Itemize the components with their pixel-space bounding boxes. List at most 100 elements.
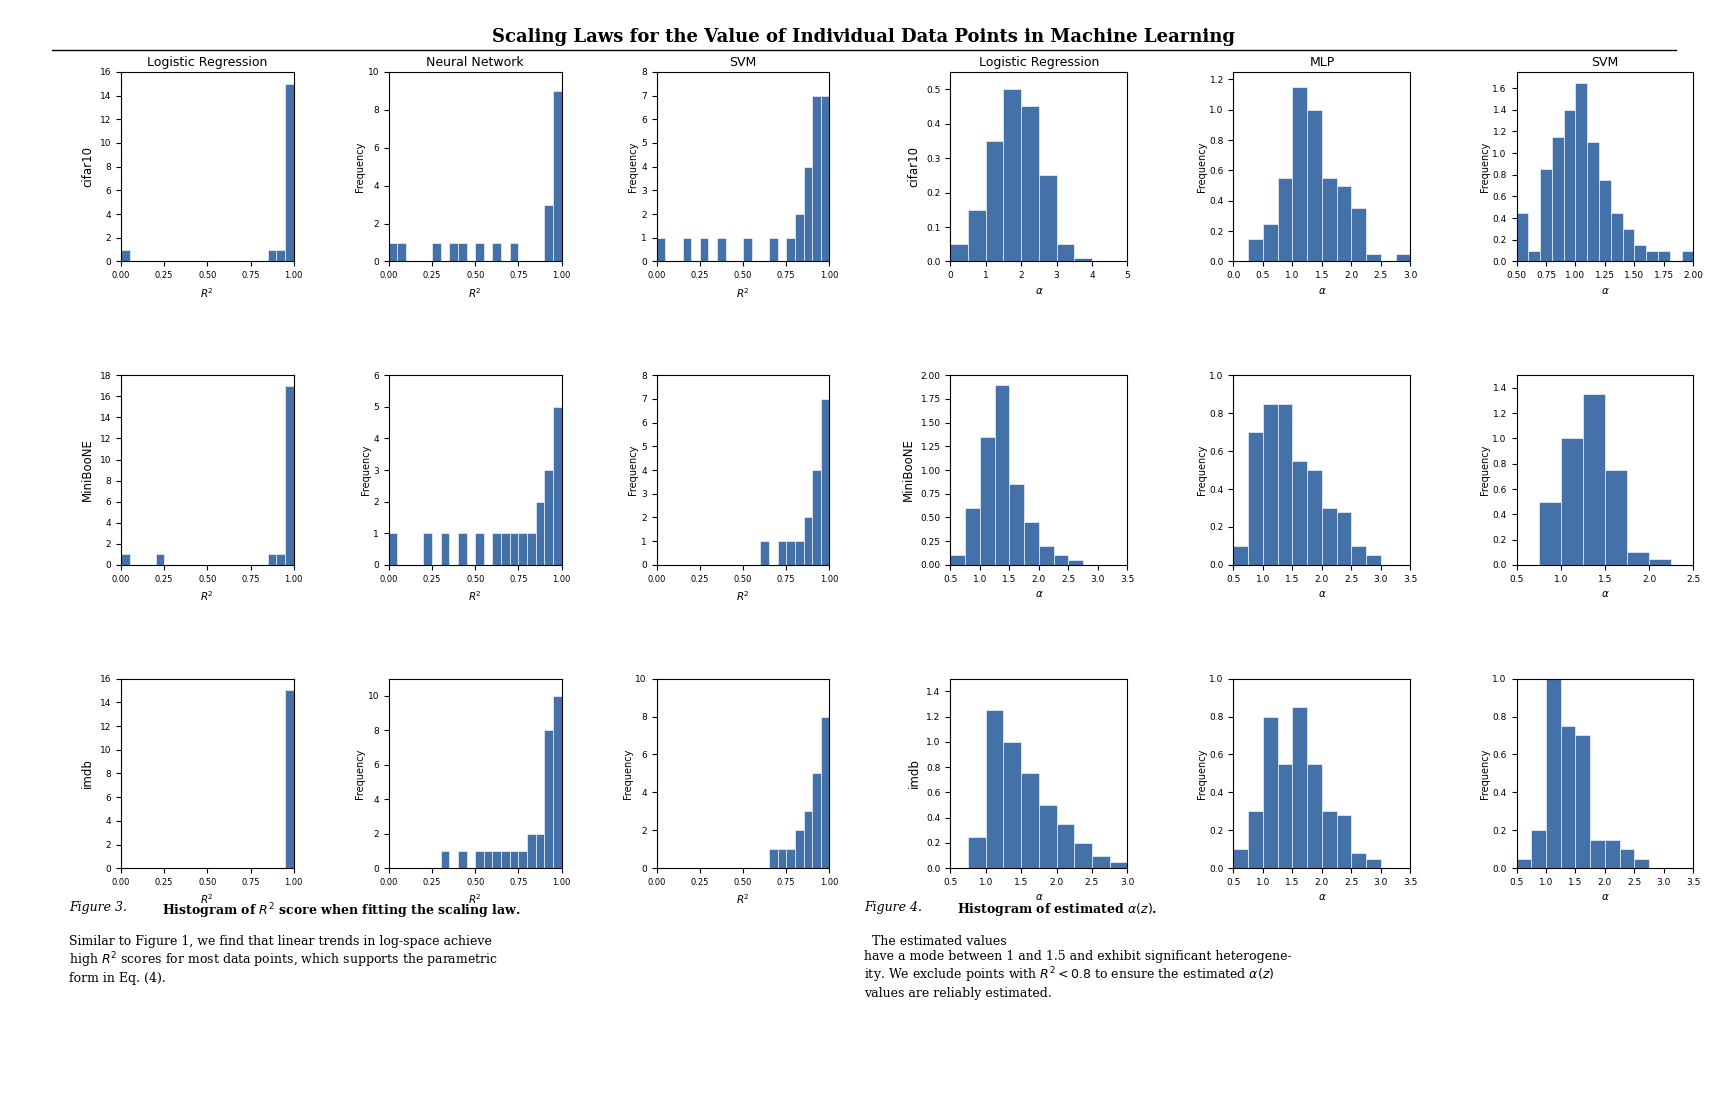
Bar	[950, 244, 968, 261]
Title: Neural Network: Neural Network	[427, 56, 524, 70]
Y-axis label: imdb: imdb	[907, 759, 921, 789]
Bar	[1367, 555, 1381, 565]
Y-axis label: cifar10: cifar10	[907, 146, 921, 187]
Bar	[795, 541, 804, 565]
X-axis label: $R^2$: $R^2$	[468, 285, 482, 300]
Bar	[475, 242, 484, 261]
Bar	[1004, 742, 1021, 868]
Bar	[1234, 849, 1248, 868]
Bar	[778, 541, 786, 565]
Bar	[484, 851, 492, 868]
Bar	[1547, 679, 1560, 868]
X-axis label: $\alpha$: $\alpha$	[1317, 893, 1327, 902]
X-axis label: $\alpha$: $\alpha$	[1035, 589, 1044, 599]
Bar	[527, 533, 536, 565]
Bar	[441, 533, 449, 565]
Bar	[1025, 522, 1039, 565]
Bar	[804, 518, 812, 565]
Bar	[968, 836, 985, 868]
Bar	[786, 541, 795, 565]
Y-axis label: MiniBooNE: MiniBooNE	[902, 439, 916, 501]
Bar	[1263, 404, 1277, 565]
Bar	[804, 167, 812, 261]
Bar	[1528, 251, 1540, 261]
Bar	[995, 385, 1009, 565]
Bar	[285, 84, 294, 261]
Bar	[1610, 212, 1623, 261]
Bar	[397, 242, 406, 261]
Bar	[1068, 560, 1083, 565]
Bar	[1337, 186, 1351, 261]
Bar	[536, 834, 544, 868]
Bar	[1039, 805, 1056, 868]
Bar	[510, 851, 518, 868]
Bar	[1109, 862, 1127, 868]
Bar	[1248, 239, 1263, 261]
Bar	[1092, 856, 1109, 868]
Bar	[458, 533, 467, 565]
Bar	[1056, 824, 1075, 868]
Bar	[1277, 404, 1293, 565]
Bar	[1056, 244, 1075, 261]
X-axis label: $R^2$: $R^2$	[200, 589, 214, 603]
Bar	[1517, 858, 1531, 868]
Bar	[804, 812, 812, 868]
Bar	[276, 554, 285, 565]
X-axis label: $\alpha$: $\alpha$	[1600, 285, 1609, 295]
Title: SVM: SVM	[729, 56, 757, 70]
Y-axis label: Frequency: Frequency	[1196, 142, 1206, 191]
Bar	[1263, 223, 1277, 261]
Bar	[769, 238, 778, 261]
Y-axis label: Frequency: Frequency	[1479, 445, 1490, 495]
Bar	[389, 533, 397, 565]
Bar	[553, 407, 562, 565]
Text: Scaling Laws for the Value of Individual Data Points in Machine Learning: Scaling Laws for the Value of Individual…	[492, 28, 1236, 45]
Bar	[1263, 717, 1277, 868]
Bar	[1605, 470, 1628, 565]
X-axis label: $\alpha$: $\alpha$	[1600, 893, 1609, 902]
Bar	[1075, 258, 1092, 261]
Y-axis label: Frequency: Frequency	[1479, 142, 1490, 191]
Bar	[518, 851, 527, 868]
Bar	[1234, 546, 1248, 565]
Bar	[423, 533, 432, 565]
Bar	[156, 554, 164, 565]
Y-axis label: Frequency: Frequency	[354, 142, 365, 191]
Bar	[1647, 251, 1659, 261]
Bar	[950, 555, 966, 565]
Bar	[518, 533, 527, 565]
Bar	[501, 851, 510, 868]
Title: MLP: MLP	[1310, 56, 1334, 70]
Bar	[441, 851, 449, 868]
Bar	[1628, 552, 1649, 565]
X-axis label: $\alpha$: $\alpha$	[1035, 893, 1044, 902]
Bar	[1560, 726, 1576, 868]
Bar	[268, 250, 276, 261]
X-axis label: $R^2$: $R^2$	[736, 285, 750, 300]
Y-axis label: Frequency: Frequency	[361, 445, 370, 495]
X-axis label: $R^2$: $R^2$	[200, 285, 214, 300]
Bar	[1021, 773, 1039, 868]
Text: Histogram of estimated $\alpha(z)$.: Histogram of estimated $\alpha(z)$.	[957, 901, 1158, 918]
Bar	[1517, 212, 1528, 261]
Bar	[492, 851, 501, 868]
Bar	[821, 717, 829, 868]
Y-axis label: Frequency: Frequency	[622, 749, 632, 799]
Bar	[1635, 246, 1647, 261]
Bar	[1635, 858, 1649, 868]
Bar	[812, 773, 821, 868]
Bar	[769, 849, 778, 868]
Bar	[510, 242, 518, 261]
Bar	[432, 242, 441, 261]
Bar	[553, 91, 562, 261]
Bar	[985, 140, 1004, 261]
Bar	[1248, 432, 1263, 565]
Bar	[1367, 858, 1381, 868]
Bar	[544, 730, 553, 868]
Bar	[553, 696, 562, 868]
Y-axis label: Frequency: Frequency	[629, 142, 638, 191]
X-axis label: $R^2$: $R^2$	[736, 893, 750, 906]
Bar	[1560, 438, 1583, 565]
Bar	[1649, 559, 1671, 565]
Bar	[1277, 178, 1293, 261]
